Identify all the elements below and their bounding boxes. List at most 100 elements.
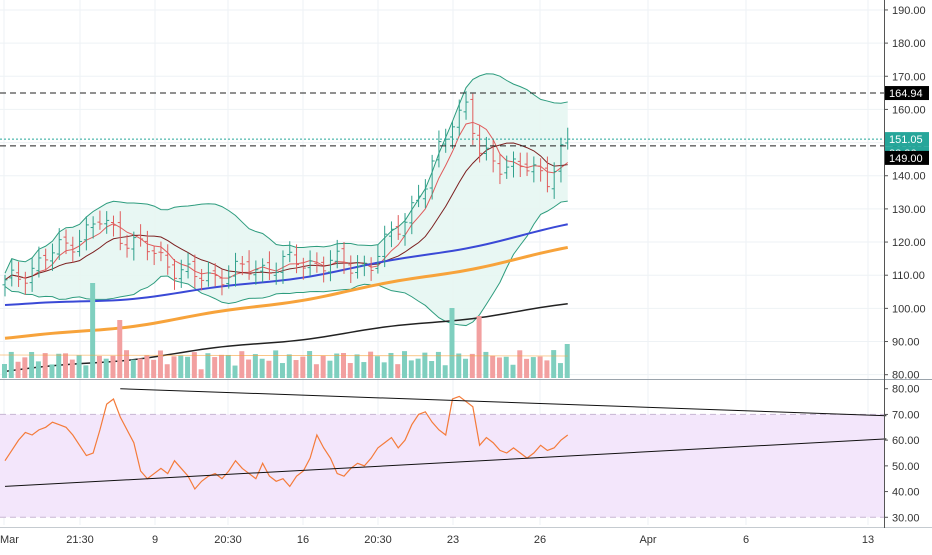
- candle: [280, 250, 286, 284]
- volume-bar: [429, 361, 435, 378]
- candle: [538, 158, 544, 182]
- candle: [273, 262, 279, 285]
- volume-bar: [56, 353, 62, 378]
- candle: [470, 93, 476, 145]
- volume-bar: [246, 359, 252, 378]
- volume-bar: [354, 354, 360, 378]
- candle: [287, 241, 293, 263]
- volume-bar: [22, 357, 28, 378]
- candle: [449, 121, 455, 149]
- volume-bar: [347, 363, 353, 378]
- candle: [172, 259, 177, 290]
- price-axis-label: 160.00: [892, 104, 926, 116]
- sma-orange-line: [4, 245, 569, 340]
- volume-bar: [408, 360, 414, 378]
- candle: [16, 261, 22, 287]
- volume-bar: [381, 362, 387, 378]
- volume-bar: [537, 356, 543, 378]
- volume-bar: [130, 359, 136, 378]
- candle: [63, 229, 69, 255]
- volume-bar: [266, 360, 272, 378]
- candle: [49, 243, 55, 271]
- candle: [178, 259, 184, 288]
- volume-bar: [327, 360, 333, 378]
- resistance-price-tag-text: 164.94: [889, 88, 923, 100]
- volume-bar: [29, 351, 35, 378]
- candle: [409, 195, 415, 235]
- volume-bar: [218, 354, 224, 378]
- volume-bar: [124, 350, 130, 378]
- volume-bar: [307, 351, 313, 378]
- volume-bar: [530, 357, 536, 378]
- candle: [368, 257, 374, 281]
- candle: [327, 250, 333, 282]
- volume-bar: [313, 364, 319, 378]
- price-axis-label: 180.00: [892, 38, 926, 50]
- rsi-axis-label: 60.00: [892, 435, 920, 447]
- volume-bar: [300, 356, 306, 378]
- ema-short-line: [4, 121, 569, 281]
- candle: [124, 234, 130, 258]
- volume-bar: [239, 351, 245, 378]
- volume-bar: [252, 354, 258, 378]
- candle: [429, 154, 435, 200]
- candle: [246, 250, 252, 280]
- support-price-tag-bg: [885, 150, 929, 165]
- candle: [531, 156, 537, 183]
- candle: [117, 211, 123, 251]
- volume-bar: [510, 364, 516, 378]
- volume-bar: [49, 364, 55, 378]
- candle: [185, 252, 191, 279]
- time-axis-label: 26: [534, 534, 546, 546]
- price-axis-label: 80.00: [892, 370, 920, 382]
- volume-bar: [191, 352, 197, 378]
- time-axis-label: 21:30: [66, 534, 94, 546]
- candle: [70, 236, 76, 263]
- volume-bar: [225, 354, 231, 378]
- candle: [517, 152, 523, 178]
- time-axis-label: Mar: [0, 534, 19, 546]
- volume-bar: [341, 353, 346, 378]
- bollinger-fill: [5, 73, 568, 326]
- support-price-tag: 149.00: [885, 150, 929, 165]
- rsi-trendline-0: [4, 438, 887, 487]
- volume-bar: [374, 356, 380, 378]
- price-axis-label: 190.00: [892, 5, 926, 17]
- sma-blue-line: [4, 223, 568, 307]
- resistance-price-tag: 164.94: [885, 86, 929, 101]
- volume-bar: [164, 364, 170, 378]
- candle: [266, 251, 272, 280]
- last-price-tag: 151.05: [885, 132, 929, 147]
- candle: [260, 258, 266, 283]
- volume-bar: [273, 350, 279, 378]
- volume-bar: [15, 361, 21, 378]
- candle: [90, 216, 96, 239]
- volume-bar: [178, 355, 184, 378]
- candle: [544, 156, 550, 193]
- candle: [504, 155, 510, 179]
- volume-bar: [198, 369, 204, 378]
- candle: [334, 239, 340, 269]
- rsi-axis-label: 40.00: [892, 487, 920, 499]
- price-axis-label: 120.00: [892, 237, 926, 249]
- candle: [436, 130, 442, 168]
- candle: [443, 128, 449, 153]
- candle: [307, 250, 313, 277]
- candle: [205, 261, 211, 287]
- volume-bar: [205, 353, 211, 378]
- volume-bar: [503, 356, 509, 378]
- volume-bar: [63, 353, 69, 378]
- candle: [83, 216, 89, 251]
- volume-bar: [69, 359, 75, 378]
- volume-bar: [490, 355, 496, 378]
- candle: [416, 184, 422, 208]
- candle: [402, 213, 408, 246]
- volume-bar: [96, 355, 102, 378]
- candle: [422, 179, 428, 209]
- candle: [382, 225, 388, 268]
- volume-bar: [442, 365, 448, 378]
- rsi-line: [4, 395, 569, 491]
- candle: [144, 230, 150, 261]
